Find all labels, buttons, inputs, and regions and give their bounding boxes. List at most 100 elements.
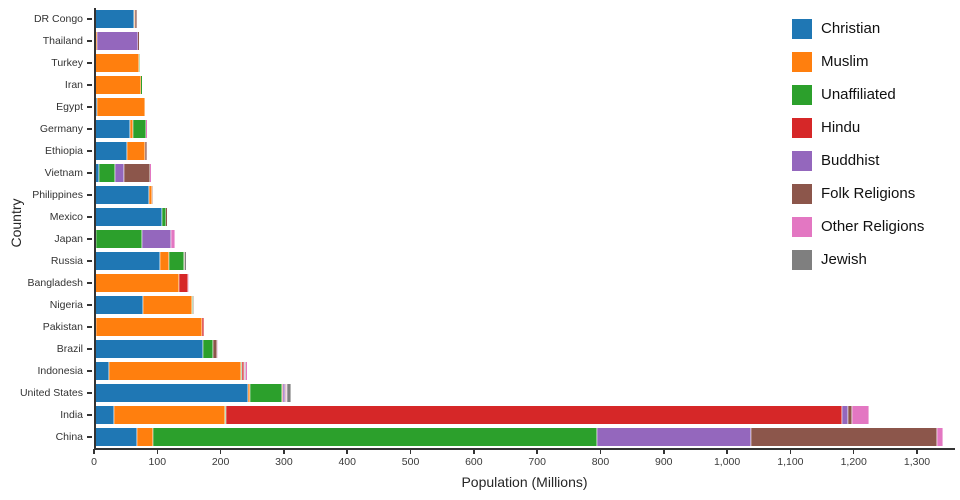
y-tick-mark [87,106,92,108]
bar-segment-muslim [109,362,242,380]
legend-item-buddhist[interactable]: Buddhist [792,144,924,177]
bar-segment-unaffiliated [132,120,146,138]
bar-segment-folk-religions [285,384,287,402]
bar-track [94,406,955,424]
bar-track [94,428,955,446]
legend-item-jewish[interactable]: Jewish [792,243,924,276]
x-tick-label: 800 [591,456,610,468]
legend-label: Unaffiliated [821,86,896,103]
bar-segment-christian [94,296,144,314]
bar-segment-other-religions [149,164,151,182]
legend-item-muslim[interactable]: Muslim [792,45,924,78]
bar-row-vietnam: Vietnam [0,162,955,184]
bar-segment-christian [94,384,248,402]
y-tick-mark [87,370,92,372]
x-tick-label: 1,000 [713,456,741,468]
bar-segment-buddhist [97,32,138,50]
x-tick: 800 [592,449,618,468]
y-tick-mark [87,216,92,218]
bar-track [94,362,955,380]
legend-item-other-religions[interactable]: Other Religions [792,210,924,243]
legend-item-unaffiliated[interactable]: Unaffiliated [792,78,924,111]
y-tick-mark [87,62,92,64]
legend-label: Folk Religions [821,185,916,202]
bar-segment-folk-religions [124,164,150,182]
y-tick-label: Nigeria [49,299,83,311]
bar-segment-muslim [143,296,193,314]
x-axis-ticks: 0 100 200 300 400 500 600 700 800 900 1,000 1,100 1,… [91,449,955,473]
bar-segment-unaffiliated [98,164,116,182]
y-tick-mark [87,18,92,20]
x-tick-mark [789,449,792,454]
x-tick: 400 [338,449,365,468]
y-tick-mark [87,150,92,152]
bar-segment-other-religions [216,340,219,358]
bar-row-indonesia: Indonesia [0,360,955,382]
y-axis-line [94,8,96,449]
bar-track [94,252,955,270]
legend-item-hindu[interactable]: Hindu [792,111,924,144]
bar-segment-folk-religions [213,340,217,358]
x-tick-label: 900 [655,456,673,468]
x-tick-label: 100 [148,456,167,468]
bar-segment-christian [94,186,149,204]
x-tick: 700 [528,449,555,468]
y-tick-mark [87,304,92,306]
legend-swatch-hindu [792,117,812,138]
bar-row-russia: Russia [0,250,955,272]
y-tick-mark [87,84,92,86]
bar-row-philippines: Philippines [0,184,955,206]
bar-segment-unaffiliated [162,208,166,226]
x-tick: 1,300 [904,449,943,468]
bar-segment-other-religions [851,406,870,424]
y-tick-mark [87,128,92,130]
y-tick-label: Russia [50,255,83,267]
bar-row-germany: Germany [0,118,955,140]
x-tick-label: 300 [275,456,293,468]
x-tick-mark [599,449,602,454]
bar-row-china: China [0,426,955,448]
bar-track [94,296,955,314]
bar-segment-unaffiliated [134,10,136,28]
bar-segment-buddhist [282,384,286,402]
bar-track [94,120,955,138]
bar-track [94,186,955,204]
legend-label: Christian [821,20,881,37]
bar-segment-christian [94,406,114,424]
y-tick-mark [87,392,92,394]
bar-segment-folk-religions [145,142,147,160]
y-tick-label: Egypt [56,101,83,113]
bar-segment-folk-religions [192,296,194,314]
bar-segment-other-religions [937,428,944,446]
legend-item-christian[interactable]: Christian [792,12,924,45]
x-tick: 1,000 [714,449,753,468]
bar-segment-buddhist [244,362,246,380]
bar-row-united-states: United States [0,382,955,404]
x-tick-label: 600 [465,456,483,468]
bar-segment-muslim [94,54,140,72]
bar-segment-buddhist [141,230,171,248]
y-tick-mark [87,436,92,438]
x-axis-line [94,448,955,450]
y-tick-mark [87,282,92,284]
y-tick-label: United States [19,387,83,399]
legend-swatch-christian [792,18,812,39]
bar-track [94,142,955,160]
bar-segment-unaffiliated [249,384,282,402]
bar-row-india: India [0,404,955,426]
x-tick-label: 700 [528,456,546,468]
bar-segment-muslim [137,428,153,446]
bar-segment-muslim [126,142,146,160]
bar-track [94,164,955,182]
y-tick-label: Ethiopia [45,145,83,157]
y-tick-label: Bangladesh [27,277,83,289]
y-tick-mark [87,172,92,174]
bar-track [94,318,955,336]
y-tick-label: Vietnam [44,167,83,179]
bar-segment-christian [94,340,203,358]
y-tick-label: DR Congo [33,13,83,25]
y-tick-label: Pakistan [42,321,83,333]
bar-segment-folk-religions [135,10,137,28]
x-tick-label: 1,200 [840,456,867,468]
legend-item-folk-religions[interactable]: Folk Religions [792,177,924,210]
